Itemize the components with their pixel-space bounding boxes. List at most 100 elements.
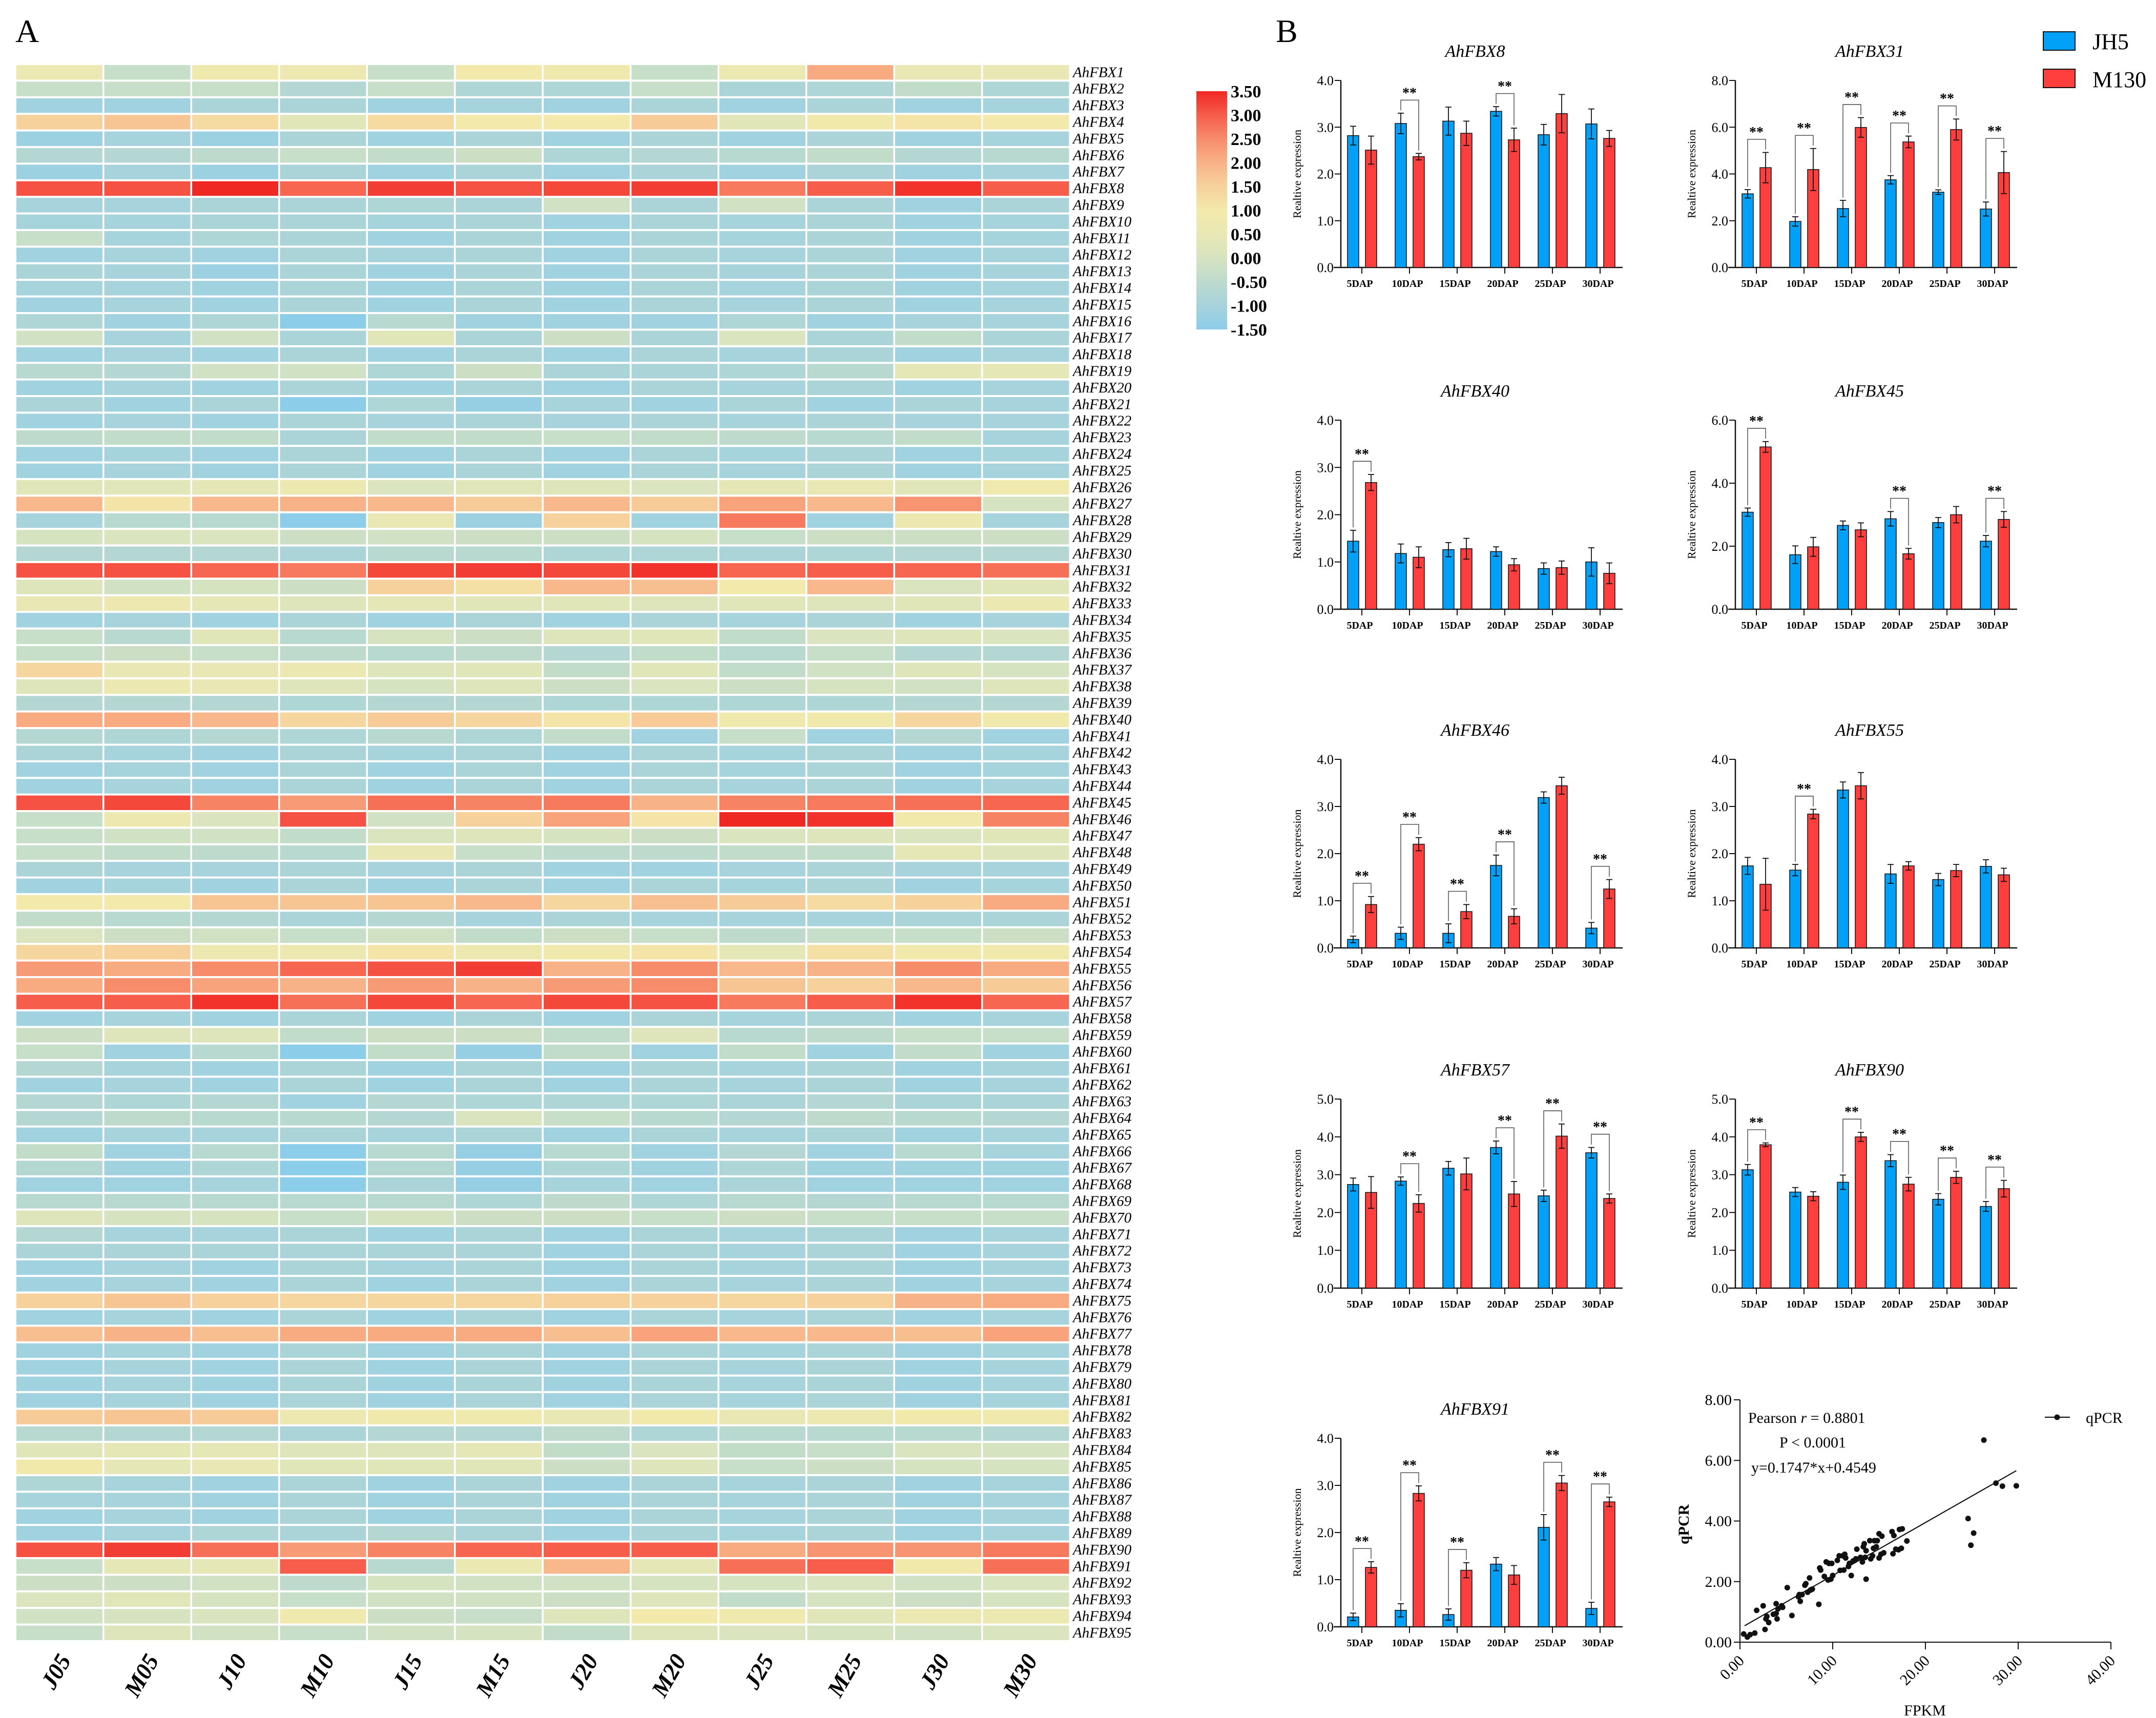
heatmap-cell [104,912,191,926]
bar-m130-10dap [1807,1195,1819,1289]
significance-marker: ** [1892,484,1906,500]
heatmap-cell [544,895,630,910]
scatter-point [1764,1613,1770,1620]
heatmap-cell [455,297,542,312]
heatmap-cell [192,1260,278,1275]
heatmap-cell [16,845,102,860]
y-axis-label: Realtive expression [1291,470,1303,559]
heatmap-cell [807,1476,894,1491]
heatmap-cell [544,1144,630,1159]
heatmap-cell [983,1293,1069,1308]
heatmap-cell [807,1360,894,1375]
heatmap-cell [455,380,542,395]
heatmap-cell [192,762,278,777]
bar-m130-30dap [1603,1198,1615,1289]
heatmap-cell [544,1509,630,1524]
heatmap-cell [16,961,102,976]
colorbar-tick-label: 2.50 [1231,130,1261,149]
heatmap-cell [16,928,102,943]
heatmap-cell [368,281,454,296]
heatmap-cell [455,712,542,727]
heatmap-cell [192,1343,278,1358]
heatmap-cell [104,65,191,80]
heatmap-cell [104,945,191,960]
heatmap-cell [368,496,454,511]
heatmap-cell [807,1426,894,1441]
heatmap-cell [807,115,894,130]
y-axis-label: Realtive expression [1685,470,1698,559]
heatmap-cell [631,81,718,96]
heatmap-cell [280,1127,366,1142]
heatmap-cell [192,1161,278,1175]
regression-equation: y=0.1747*x+0.4549 [1751,1459,1876,1476]
heatmap-cell [192,895,278,910]
heatmap-cell [192,1194,278,1209]
row-label-ahfbx33: AhFBX33 [1072,595,1131,612]
heatmap-cell [895,1393,981,1408]
heatmap-cell [544,746,630,760]
heatmap-cell [368,1277,454,1292]
heatmap-cell [895,1277,981,1292]
heatmap-cell [719,596,805,611]
heatmap-cell [807,579,894,594]
scatter-point [1821,1574,1828,1580]
heatmap-cell [280,1410,366,1424]
heatmap-cell [104,1576,191,1590]
heatmap-cell [631,712,718,727]
heatmap-cell [544,795,630,810]
heatmap-cell [192,496,278,511]
heatmap-cell [104,447,191,462]
chart-title: AhFBX40 [1440,382,1509,401]
heatmap-cell [368,231,454,246]
heatmap-cell [368,1609,454,1624]
scatter-point [1898,1545,1904,1551]
heatmap-cell [983,231,1069,246]
row-label-ahfbx95: AhFBX95 [1072,1625,1131,1641]
heatmap-cell [192,961,278,976]
heatmap-cell [807,297,894,312]
heatmap-cell [455,397,542,412]
heatmap-cell [192,1542,278,1557]
x-tick-label: 25DAP [1535,620,1566,631]
heatmap-cell [16,1177,102,1192]
heatmap-cell [104,496,191,511]
heatmap-cell [631,829,718,843]
y-tick-label: 3.0 [1317,1168,1334,1183]
heatmap-cell [368,1094,454,1109]
heatmap-cell [807,98,894,113]
heatmap-cell [631,131,718,146]
heatmap-cell [895,1094,981,1109]
heatmap-cell [895,1609,981,1624]
bar-m130-15dap [1855,127,1867,268]
heatmap-cell [983,1127,1069,1142]
heatmap-cell [631,928,718,943]
heatmap-cell [280,1210,366,1225]
heatmap-cell [719,563,805,578]
heatmap-cell [280,1028,366,1043]
heatmap-cell [983,447,1069,462]
y-tick-label: 4.0 [1317,752,1334,767]
y-tick-label: 8.00 [1705,1392,1732,1409]
x-tick-label: 5DAP [1346,1299,1373,1310]
heatmap-cell [719,447,805,462]
scatter-point [1773,1601,1779,1607]
bar-jh5-30dap [1980,866,1992,948]
significance-marker: ** [1498,827,1512,843]
heatmap-cell [104,1277,191,1292]
heatmap-cell [455,812,542,827]
row-label-ahfbx25: AhFBX25 [1072,463,1131,479]
row-label-ahfbx27: AhFBX27 [1072,496,1132,512]
bar-m130-15dap [1460,1569,1473,1627]
x-tick-label: 10DAP [1392,620,1423,631]
heatmap-cell [280,530,366,545]
column-label-j10: J10 [211,1650,252,1694]
heatmap-cell [807,496,894,511]
heatmap-cell [192,546,278,561]
heatmap-cell [104,1127,191,1142]
heatmap-cell [983,181,1069,196]
heatmap-cell [192,1609,278,1624]
heatmap-cell [983,397,1069,412]
heatmap-cell [631,1127,718,1142]
heatmap-cell [280,1459,366,1474]
bar-m130-30dap [1998,519,2010,610]
